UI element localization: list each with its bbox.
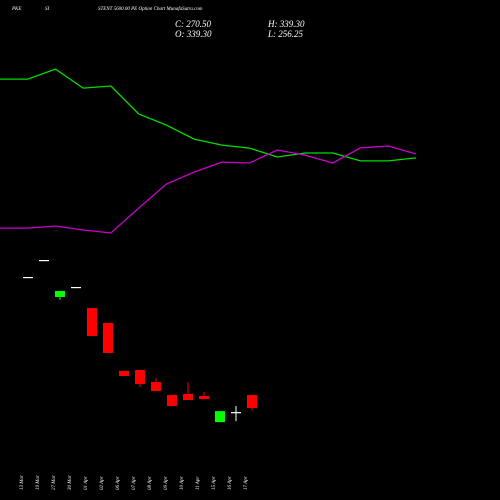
- candle-body: [55, 290, 65, 297]
- candle-body: [87, 308, 97, 337]
- indicator-line: [0, 145, 417, 234]
- candle-body: [71, 286, 81, 289]
- open-label: O: 339.30: [175, 29, 212, 39]
- title-part: SI: [45, 7, 50, 12]
- candle-body: [247, 395, 257, 409]
- candle-body: [215, 411, 225, 423]
- close-label: C: 270.50: [175, 19, 212, 29]
- x-tick-label: 30 Mar: [68, 475, 73, 490]
- x-tick-label: 11 Apr: [196, 477, 201, 490]
- title-part: STENT 5600.00 PE Option Chart MunafaSutr…: [98, 7, 203, 12]
- low-label: L: 256.25: [267, 29, 304, 39]
- x-tick-label: 07 Apr: [132, 476, 137, 490]
- candle-body: [103, 323, 113, 354]
- candle-body: [135, 370, 145, 384]
- x-tick-label: 17 Apr: [244, 476, 249, 490]
- title-part: PKE: [11, 7, 21, 12]
- candle-body: [199, 396, 209, 400]
- x-tick-label: 19 Mar: [36, 475, 41, 490]
- x-tick-label: 06 Apr: [116, 476, 121, 490]
- candle-body: [151, 382, 161, 391]
- indicator-line: [0, 68, 417, 162]
- x-tick-label: 01 Apr: [84, 476, 89, 490]
- candle-body: [23, 276, 33, 279]
- x-tick-label: 16 Apr: [228, 476, 233, 490]
- x-tick-label: 15 Apr: [212, 476, 217, 490]
- candle-body: [39, 260, 49, 262]
- candle-body: [119, 370, 129, 377]
- candle-body: [183, 393, 193, 400]
- candle-body: [231, 412, 241, 414]
- x-tick-label: 10 Apr: [180, 476, 185, 490]
- x-tick-label: 13 Mar: [20, 475, 25, 490]
- x-tick-label: 08 Apr: [148, 476, 153, 490]
- high-label: H: 339.30: [267, 19, 305, 29]
- x-tick-label: 27 Mar: [52, 475, 57, 490]
- x-tick-label: 09 Apr: [164, 476, 169, 490]
- x-tick-label: 02 Apr: [100, 476, 105, 490]
- candle-body: [167, 395, 177, 407]
